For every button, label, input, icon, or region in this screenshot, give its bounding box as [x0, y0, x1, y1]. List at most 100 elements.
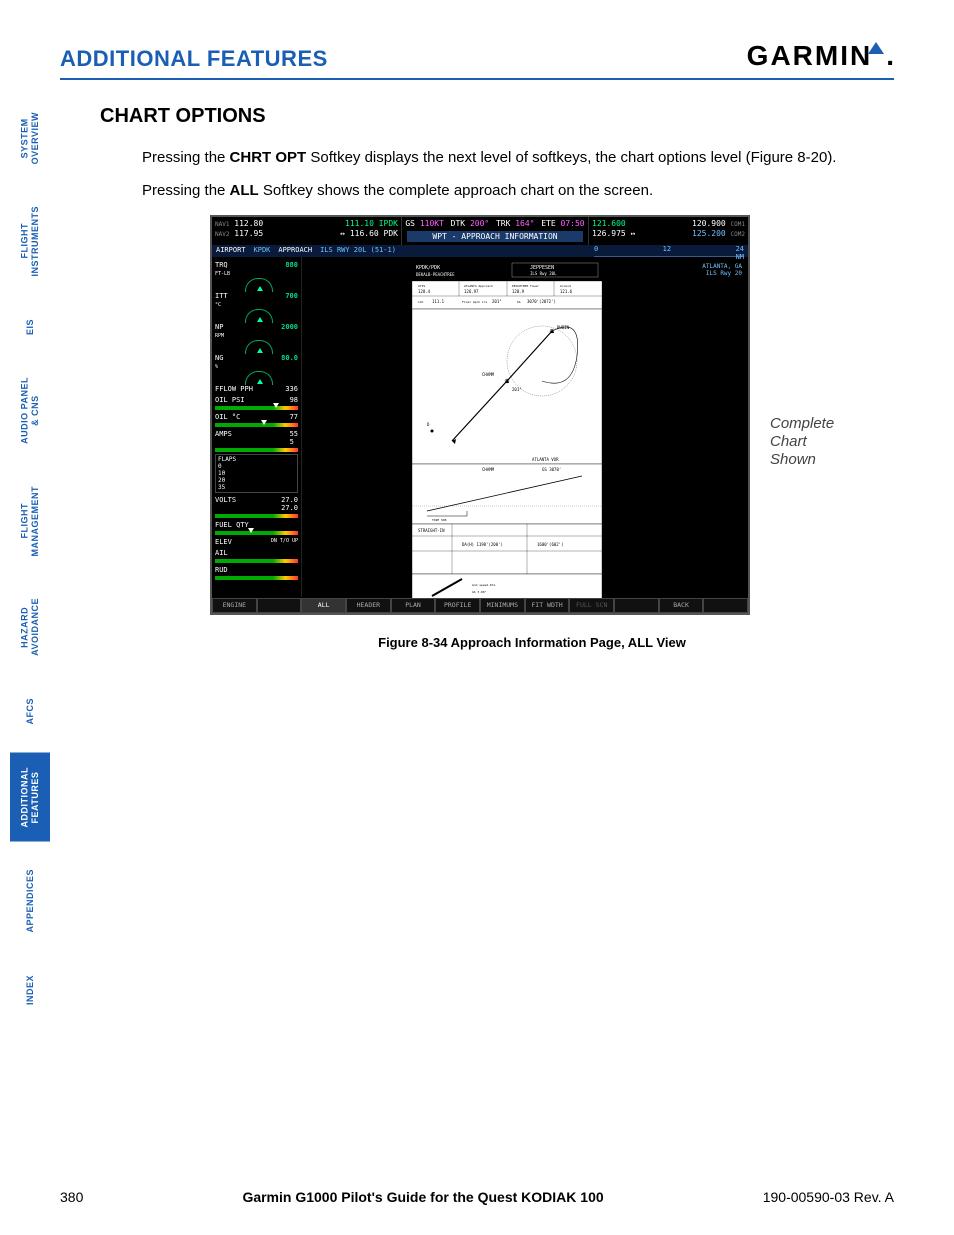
- tab-audio-panel-cns[interactable]: AUDIO PANEL& CNS: [10, 363, 50, 458]
- svg-text:ATIS: ATIS: [418, 284, 425, 288]
- svg-text:Gnd speed-Kts: Gnd speed-Kts: [472, 583, 496, 587]
- oilc-value: 77: [290, 413, 298, 421]
- map-city: ATLANTA, GA: [702, 263, 742, 270]
- airport-value: KPDK: [254, 246, 271, 256]
- nav2-id: PDK: [384, 229, 398, 238]
- flaps-0: 0: [218, 463, 222, 470]
- footer-revision: 190-00590-03 Rev. A: [763, 1189, 894, 1205]
- dtk-label: DTK: [451, 219, 465, 228]
- tab-eis[interactable]: EIS: [10, 305, 50, 349]
- np-unit: RPM: [215, 333, 224, 339]
- svg-text:ILS Rwy 20L: ILS Rwy 20L: [530, 271, 557, 276]
- tab-flight-management[interactable]: FLIGHTMANAGEMENT: [10, 472, 50, 571]
- trk-value: 164°: [515, 219, 534, 228]
- flaps-label: FLAPS: [218, 456, 236, 463]
- softkey-plan[interactable]: PLAN: [391, 598, 436, 613]
- logo-triangle-icon: [868, 42, 884, 54]
- g1000-mfd-screenshot: NAV1 112.80111.10 IPDK NAV2 117.95↔ 116.…: [210, 215, 750, 615]
- tab-hazard-avoidance[interactable]: HAZARDAVOIDANCE: [10, 584, 50, 670]
- trk-label: TRK: [496, 219, 510, 228]
- svg-text:STRAIGHT-IN: STRAIGHT-IN: [418, 528, 445, 533]
- para2-post: Softkey shows the complete approach char…: [259, 182, 653, 199]
- softkey-full-scn[interactable]: FULL SCN: [569, 598, 614, 613]
- nav1-standby: 112.80: [234, 219, 263, 228]
- trq-value: 880: [285, 261, 298, 277]
- map-scale-bar: 0 12 24NM: [594, 245, 744, 257]
- softkey-minimums[interactable]: MINIMUMS: [480, 598, 525, 613]
- com1-active: 121.600: [592, 219, 626, 228]
- softkey-header[interactable]: HEADER: [346, 598, 391, 613]
- svg-text:ATLANTA Approach: ATLANTA Approach: [464, 284, 493, 288]
- svg-text:201°: 201°: [492, 299, 502, 304]
- rud-label: RUD: [215, 566, 228, 574]
- svg-text:201°: 201°: [512, 387, 522, 392]
- svg-text:ATLANTA VOR: ATLANTA VOR: [532, 457, 559, 462]
- logo-text: GARMIN: [747, 40, 873, 72]
- tab-system-overview[interactable]: SYSTEMOVERVIEW: [10, 98, 50, 178]
- oilpsi-value: 98: [290, 396, 298, 404]
- ete-value: 07:50: [561, 219, 585, 228]
- page-footer: 380 Garmin G1000 Pilot's Guide for the Q…: [60, 1189, 894, 1205]
- sidebar: SYSTEMOVERVIEW FLIGHTINSTRUMENTS EIS AUD…: [10, 98, 50, 1019]
- softkey-blank-3[interactable]: [703, 598, 748, 613]
- com2-active: 126.975: [592, 229, 626, 238]
- paragraph-1: Pressing the CHRT OPT Softkey displays t…: [142, 146, 894, 169]
- svg-text:128.4: 128.4: [418, 289, 431, 294]
- softkey-profile[interactable]: PROFILE: [435, 598, 480, 613]
- callout-annotation: CompleteChartShown: [770, 415, 834, 469]
- dtk-value: 200°: [470, 219, 489, 228]
- svg-text:121.6: 121.6: [560, 289, 573, 294]
- svg-text:PEACHTREE Tower: PEACHTREE Tower: [512, 284, 539, 288]
- scale-unit: NM: [736, 253, 744, 261]
- softkey-fit-wdth[interactable]: FIT WDTH: [525, 598, 570, 613]
- para1-pre: Pressing the: [142, 149, 230, 166]
- tab-afcs[interactable]: AFCS: [10, 684, 50, 739]
- scale-12: 12: [663, 245, 671, 256]
- approach-chart-svg: KPDK/PDK DEKALB-PEACHTREE JEPPESEN ILS R…: [412, 261, 602, 601]
- airport-label: AIRPORT: [216, 246, 246, 256]
- amps2-value: 5: [290, 438, 294, 446]
- elev-label: ELEV: [215, 538, 232, 546]
- elev-up: UP: [292, 538, 298, 544]
- softkey-blank-2[interactable]: [614, 598, 659, 613]
- itt-value: 700: [285, 292, 298, 308]
- softkey-back[interactable]: BACK: [659, 598, 704, 613]
- figure-caption: Figure 8-34 Approach Information Page, A…: [170, 635, 894, 650]
- figure-wrap: NAV1 112.80111.10 IPDK NAV2 117.95↔ 116.…: [210, 215, 894, 650]
- para1-post: Softkey displays the next level of softk…: [306, 149, 836, 166]
- gs-label: GS: [405, 219, 415, 228]
- approach-value: ILS RWY 20L (51-1): [320, 246, 396, 256]
- svg-text:GS 3070': GS 3070': [542, 467, 561, 472]
- tab-additional-features[interactable]: ADDITIONALFEATURES: [10, 753, 50, 842]
- tab-index[interactable]: INDEX: [10, 961, 50, 1019]
- page-header: ADDITIONAL FEATURES GARMIN .: [60, 40, 894, 80]
- svg-text:CHAMM: CHAMM: [482, 467, 495, 472]
- com2-label: COM2: [731, 231, 745, 238]
- garmin-logo: GARMIN .: [747, 40, 894, 72]
- volts1-value: 27.0: [281, 496, 298, 504]
- page-number: 380: [60, 1189, 83, 1205]
- logo-period: .: [886, 40, 894, 72]
- np-label: NP: [215, 323, 223, 331]
- svg-text:Final Apch Crs: Final Apch Crs: [462, 300, 487, 304]
- elev-dn: DN: [271, 538, 277, 544]
- tab-flight-instruments[interactable]: FLIGHTINSTRUMENTS: [10, 192, 50, 291]
- softkey-bar: ENGINE ALL HEADER PLAN PROFILE MINIMUMS …: [212, 598, 748, 613]
- com1-standby: 120.900: [692, 219, 726, 228]
- nav2-standby: 117.95: [234, 229, 263, 238]
- approach-chart: KPDK/PDK DEKALB-PEACHTREE JEPPESEN ILS R…: [412, 261, 602, 601]
- softkey-engine[interactable]: ENGINE: [212, 598, 257, 613]
- gs-value: 110KT: [420, 219, 444, 228]
- oilpsi-label: OIL PSI: [215, 396, 245, 404]
- subsection-title: CHART OPTIONS: [100, 105, 894, 128]
- softkey-blank-1[interactable]: [257, 598, 302, 613]
- svg-text:GS 3.00°: GS 3.00°: [472, 590, 487, 594]
- tab-appendices[interactable]: APPENDICES: [10, 855, 50, 947]
- softkey-all[interactable]: ALL: [301, 598, 346, 613]
- np-value: 2000: [281, 323, 298, 339]
- nav2-active: 116.60: [350, 229, 379, 238]
- ete-label: ETE: [541, 219, 555, 228]
- elev-to: T/O: [280, 538, 289, 544]
- svg-text:DEKALB-PEACHTREE: DEKALB-PEACHTREE: [416, 272, 455, 277]
- svg-text:111.1: 111.1: [432, 299, 445, 304]
